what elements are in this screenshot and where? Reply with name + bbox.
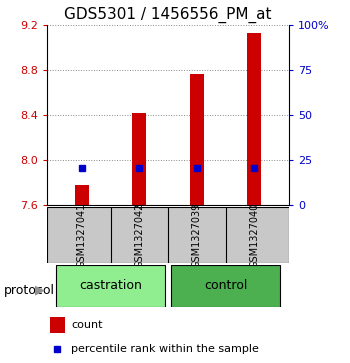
Text: GSM1327039: GSM1327039 (192, 203, 202, 268)
Bar (171, 265, 280, 307)
Text: percentile rank within the sample: percentile rank within the sample (71, 344, 259, 354)
Bar (132, 113, 146, 205)
Text: GSM1327042: GSM1327042 (134, 202, 144, 268)
Bar (190, 74, 204, 205)
Text: castration: castration (79, 280, 142, 292)
Bar (247, 33, 261, 205)
Bar (56, 265, 165, 307)
Text: control: control (204, 280, 247, 292)
Bar (75, 185, 89, 205)
Text: ▶: ▶ (35, 284, 45, 297)
Title: GDS5301 / 1456556_PM_at: GDS5301 / 1456556_PM_at (64, 7, 272, 23)
Text: GSM1327040: GSM1327040 (249, 203, 259, 268)
Text: GSM1327041: GSM1327041 (77, 203, 87, 268)
Bar (50, 317, 65, 333)
Text: count: count (71, 321, 103, 330)
Text: protocol: protocol (4, 284, 55, 297)
